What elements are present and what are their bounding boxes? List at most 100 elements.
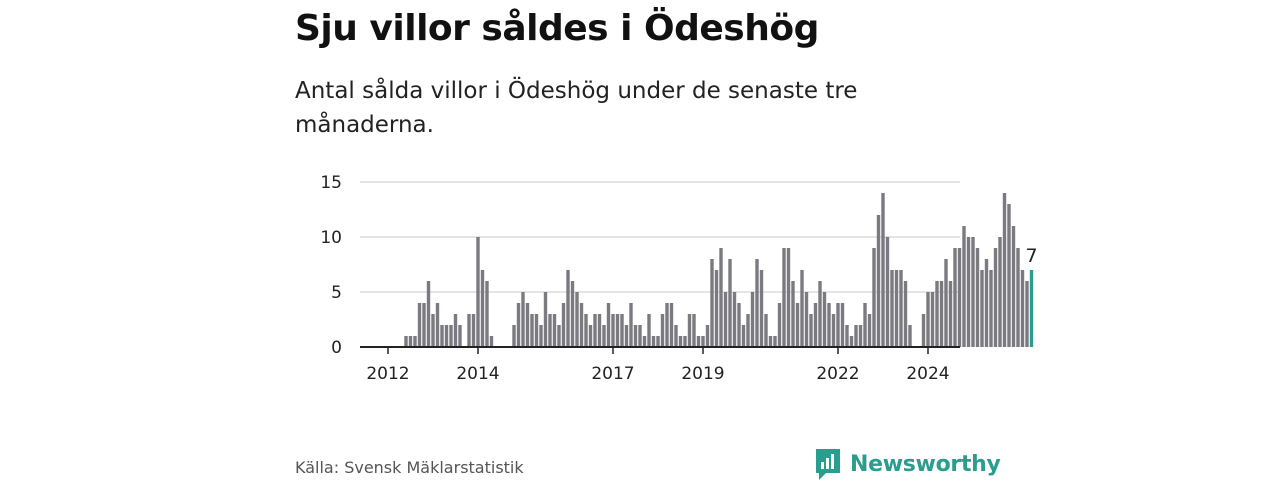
gridlines	[360, 181, 960, 293]
bar-chart: 0 5 10 15 2012 2014 2017 2019 2022 2024 7	[320, 173, 1037, 384]
bar	[867, 314, 872, 347]
bar	[890, 270, 894, 347]
brand-logo: Newsworthy	[814, 447, 1001, 481]
bar	[417, 303, 422, 347]
bar	[692, 314, 696, 347]
bar	[669, 303, 674, 347]
bar	[485, 281, 489, 347]
bar	[863, 303, 867, 347]
bar	[516, 303, 521, 347]
bar	[746, 314, 750, 347]
bar	[660, 314, 665, 347]
last-value-label: 7	[1025, 245, 1037, 267]
bar	[1020, 270, 1025, 347]
x-axis-labels: 2012 2014 2017 2019 2022 2024	[366, 364, 949, 384]
bar	[629, 303, 633, 347]
bar	[773, 336, 777, 347]
bar	[899, 270, 903, 347]
y-tick-label: 5	[331, 283, 342, 303]
bar	[480, 270, 485, 347]
bar	[453, 314, 458, 347]
bar	[1002, 193, 1007, 347]
bar	[885, 237, 890, 347]
bar	[998, 237, 1002, 347]
x-tick-label: 2022	[816, 364, 859, 384]
bar	[435, 303, 440, 347]
bar	[597, 314, 602, 347]
bar	[876, 215, 881, 347]
bar	[768, 336, 773, 347]
bar	[674, 325, 678, 347]
bar	[881, 193, 885, 347]
bar	[566, 270, 570, 347]
bar	[651, 336, 656, 347]
bar	[615, 314, 620, 347]
bar	[678, 336, 683, 347]
bar	[521, 292, 525, 347]
bar	[408, 336, 413, 347]
y-tick-label: 10	[320, 228, 342, 248]
source-note: Källa: Svensk Mäklarstatistik	[295, 458, 524, 477]
bars	[404, 193, 1034, 347]
bar	[449, 325, 453, 347]
newsworthy-logo-icon	[816, 449, 840, 480]
bar	[894, 270, 899, 347]
bar	[849, 336, 854, 347]
bar	[962, 226, 966, 347]
bar	[593, 314, 597, 347]
bar	[426, 281, 431, 347]
bar	[431, 314, 435, 347]
bar	[971, 237, 975, 347]
bar	[413, 336, 417, 347]
bar	[575, 292, 579, 347]
bar	[683, 336, 687, 347]
bar	[584, 314, 588, 347]
bar	[1007, 204, 1011, 347]
bar	[854, 325, 858, 347]
bar	[471, 314, 476, 347]
bar	[957, 248, 962, 347]
bar	[908, 325, 912, 347]
bar	[980, 270, 984, 347]
bar	[930, 292, 935, 347]
bar	[579, 303, 584, 347]
annotations: 7	[1025, 245, 1037, 267]
bar	[624, 325, 629, 347]
bar	[741, 325, 746, 347]
bar	[804, 292, 809, 347]
bar	[557, 325, 561, 347]
page-title: Sju villor såldes i Ödeshög	[295, 8, 819, 49]
bar	[476, 237, 480, 347]
bar	[903, 281, 908, 347]
brand-name: Newsworthy	[850, 451, 1001, 477]
bar	[620, 314, 624, 347]
bar	[665, 303, 669, 347]
y-tick-label: 15	[320, 173, 342, 193]
bar	[512, 325, 516, 347]
bar	[687, 314, 692, 347]
bar	[404, 336, 408, 347]
bar	[467, 314, 471, 347]
bar	[831, 314, 836, 347]
bar	[935, 281, 939, 347]
bar	[939, 281, 944, 347]
bar	[953, 248, 957, 347]
bar	[633, 325, 638, 347]
bar	[714, 270, 719, 347]
bar	[921, 314, 926, 347]
bar	[795, 303, 800, 347]
x-axis	[360, 346, 960, 354]
bar	[840, 303, 845, 347]
bar	[872, 248, 876, 347]
bar	[944, 259, 948, 347]
bar	[642, 336, 647, 347]
bar	[1016, 248, 1020, 347]
bar	[984, 259, 989, 347]
highlight-bar	[1029, 270, 1034, 347]
bar	[539, 325, 543, 347]
x-tick-label: 2024	[906, 364, 949, 384]
bar	[570, 281, 575, 347]
bar	[530, 314, 534, 347]
bar	[809, 314, 813, 347]
bar	[777, 303, 782, 347]
